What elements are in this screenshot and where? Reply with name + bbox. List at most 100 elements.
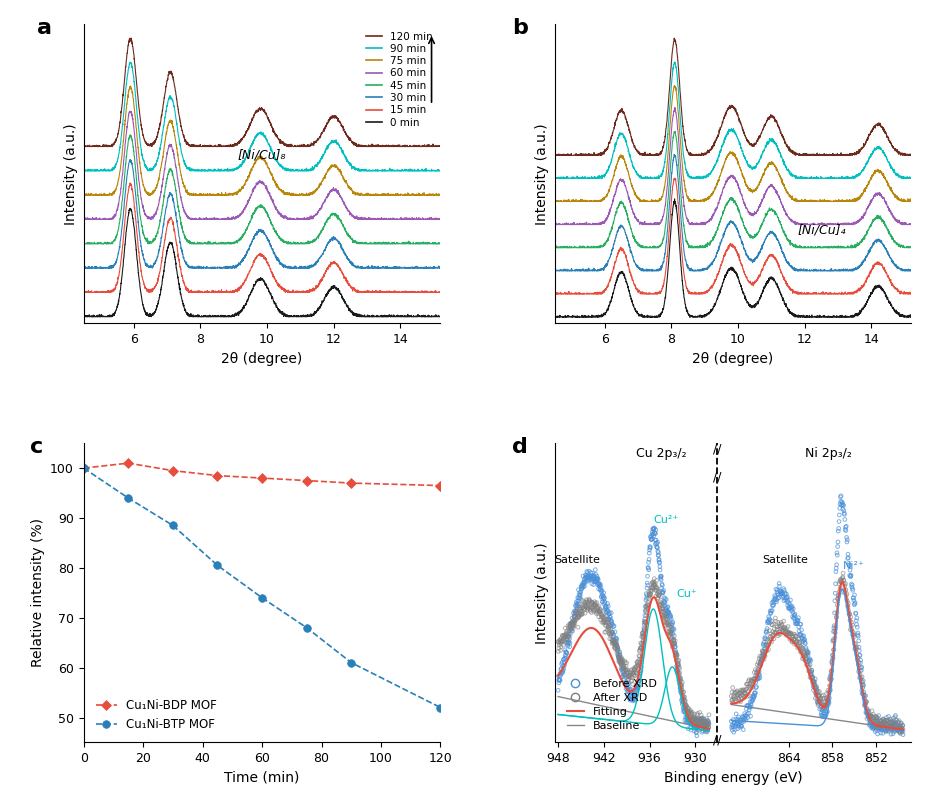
Point (878, 713, 893, 726)
Point (729, 685, 744, 698)
Point (849, 618, 864, 631)
Point (634, 637, 649, 650)
Point (615, 671, 630, 684)
Point (685, 713, 700, 725)
Point (817, 709, 831, 722)
Point (633, 642, 648, 654)
Point (649, 537, 664, 550)
Point (684, 711, 698, 724)
Point (810, 686, 825, 699)
Point (843, 564, 857, 577)
Point (606, 635, 621, 648)
Point (590, 573, 604, 586)
Point (728, 718, 743, 731)
Point (764, 618, 779, 631)
Point (760, 617, 775, 629)
Point (666, 627, 681, 640)
Point (698, 717, 712, 730)
Point (552, 674, 567, 687)
Point (618, 671, 633, 684)
Point (636, 637, 651, 650)
Point (734, 686, 749, 699)
Point (680, 715, 695, 728)
Point (656, 587, 671, 600)
Point (799, 647, 814, 660)
Point (675, 689, 690, 702)
Point (657, 609, 671, 622)
Point (625, 688, 640, 700)
Point (815, 704, 830, 717)
Point (607, 637, 622, 650)
Point (774, 616, 789, 629)
Point (726, 691, 741, 704)
Point (799, 642, 814, 654)
Point (693, 721, 708, 734)
Point (591, 610, 606, 623)
Text: d: d (512, 437, 527, 458)
Point (672, 671, 687, 684)
Point (817, 692, 831, 705)
Point (804, 671, 819, 684)
Point (618, 668, 633, 681)
X-axis label: Time (min): Time (min) (224, 771, 299, 784)
Point (681, 712, 696, 725)
Point (871, 716, 886, 729)
Point (585, 600, 600, 613)
Point (669, 647, 684, 660)
Point (860, 702, 875, 715)
Point (599, 600, 614, 613)
Point (896, 719, 910, 732)
Point (594, 584, 609, 597)
Point (785, 635, 800, 648)
Point (614, 651, 629, 664)
Point (878, 719, 893, 732)
Point (573, 607, 588, 620)
Point (621, 680, 636, 693)
Point (662, 608, 677, 621)
Point (890, 722, 905, 735)
Point (817, 700, 831, 713)
Point (630, 656, 644, 669)
Point (690, 717, 705, 730)
Point (627, 688, 642, 701)
Point (751, 663, 766, 676)
Point (727, 717, 742, 730)
Point (811, 689, 826, 702)
Point (784, 603, 799, 616)
Point (671, 666, 685, 679)
Point (877, 717, 892, 730)
Point (775, 585, 790, 598)
Point (818, 692, 833, 705)
Point (698, 724, 713, 737)
Point (820, 692, 835, 705)
Point (624, 692, 639, 705)
Point (555, 667, 570, 679)
Point (862, 716, 877, 729)
Point (571, 621, 586, 633)
Point (551, 676, 566, 689)
Point (637, 615, 652, 628)
Point (579, 600, 594, 613)
Cu₁Ni-BTP MOF (123, 493, 134, 503)
Point (662, 619, 677, 632)
Point (876, 713, 891, 725)
Point (830, 525, 845, 537)
Point (631, 659, 646, 671)
Point (565, 624, 579, 637)
Point (587, 596, 602, 608)
Point (661, 606, 676, 619)
Point (564, 617, 578, 629)
Point (771, 628, 786, 641)
Point (686, 716, 701, 729)
Point (575, 578, 590, 591)
Point (782, 602, 797, 615)
Point (618, 676, 632, 689)
Point (868, 721, 883, 734)
Point (564, 617, 578, 630)
Point (880, 714, 895, 727)
Point (626, 666, 641, 679)
Point (832, 508, 847, 521)
Point (845, 629, 860, 642)
Point (560, 629, 575, 642)
Point (654, 602, 669, 615)
